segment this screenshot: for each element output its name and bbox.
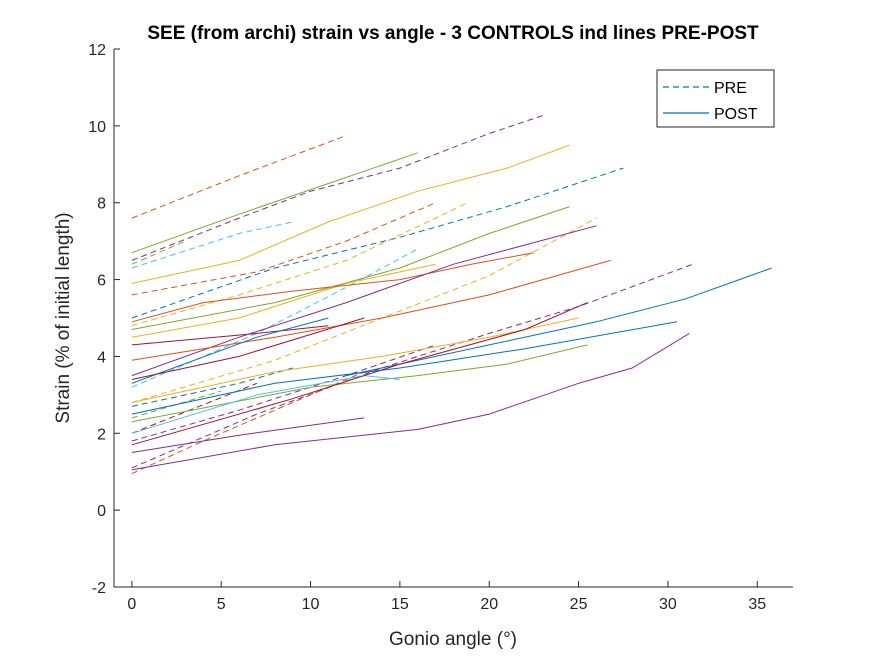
post-line-28: [131, 344, 588, 423]
pre-line-9: [131, 263, 694, 469]
x-tick-label: 20: [480, 596, 498, 613]
x-tick-label: 15: [391, 596, 409, 613]
post-line-18: [131, 263, 436, 338]
y-tick-label: 12: [88, 42, 106, 59]
x-tick-label: 0: [127, 596, 136, 613]
x-tick-label: 35: [748, 596, 766, 613]
pre-line-2: [131, 221, 293, 269]
y-tick-label: 2: [97, 426, 106, 443]
y-tick-label: 6: [97, 273, 106, 290]
post-line-23: [131, 317, 329, 384]
post-line-17: [131, 206, 570, 330]
post-line-21: [131, 225, 597, 377]
pre-line-6: [131, 202, 436, 296]
y-tick-label: 10: [88, 119, 106, 136]
post-line-20: [131, 325, 329, 346]
post-line-31: [131, 332, 690, 471]
x-tick-label: 30: [659, 596, 677, 613]
x-tick-label: 5: [217, 596, 226, 613]
post-line-19: [131, 252, 534, 323]
pre-line-12: [131, 371, 365, 475]
post-line-24: [131, 317, 365, 380]
post-line-26: [131, 321, 677, 415]
y-tick-label: -2: [92, 580, 106, 597]
legend-box: [656, 69, 775, 128]
pre-line-4: [131, 167, 624, 319]
y-tick-label: 0: [97, 503, 106, 520]
post-line-22: [131, 259, 611, 361]
axes-layer: [113, 49, 793, 588]
pre-line-0: [131, 135, 347, 219]
series-layer: [131, 113, 772, 475]
post-line-29: [131, 375, 400, 434]
pre-line-5: [131, 202, 469, 327]
pre-line-14: [131, 344, 436, 442]
chart-title: SEE (from archi) strain vs angle - 3 CON…: [147, 23, 759, 44]
legend-label-post: POST: [714, 106, 758, 123]
pre-line-11: [131, 390, 222, 419]
y-axis-label: Strain (% of initial length): [53, 212, 74, 423]
post-line-15: [131, 152, 418, 254]
ticks-layer: 0 5 10 15 20 25 30 35 -2 0 2 4 6 8 10 12: [88, 42, 766, 613]
y-tick-label: 8: [97, 196, 106, 213]
x-tick-label: 10: [302, 596, 320, 613]
post-line-32: [131, 417, 365, 453]
y-tick-label: 4: [97, 349, 106, 366]
x-tick-label: 25: [570, 596, 588, 613]
post-line-30: [131, 302, 588, 446]
legend: PRE POST: [656, 69, 775, 128]
post-line-27: [346, 267, 772, 377]
post-line-16: [131, 144, 570, 284]
plot-area: [114, 49, 793, 587]
x-axis-label: Gonio angle (°): [389, 629, 517, 650]
legend-label-pre: PRE: [714, 80, 747, 97]
